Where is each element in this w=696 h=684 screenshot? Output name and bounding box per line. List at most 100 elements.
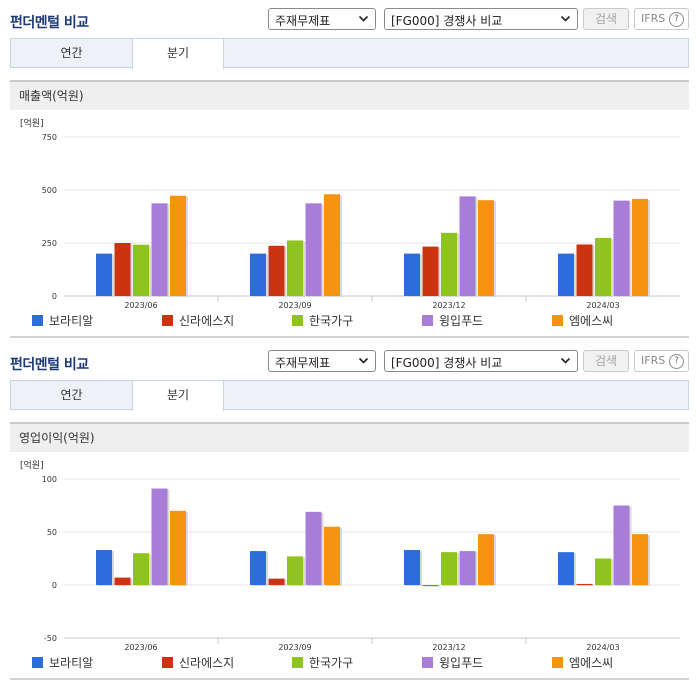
bar bbox=[133, 553, 149, 585]
y-tick-label: 0 bbox=[52, 292, 57, 301]
bar bbox=[268, 578, 285, 585]
bar bbox=[151, 203, 168, 296]
legend-swatch bbox=[422, 657, 433, 668]
statement-type-value: 주재무제표 bbox=[275, 14, 331, 28]
tab-annual[interactable]: 연간 bbox=[60, 46, 83, 60]
bar bbox=[422, 585, 439, 586]
legend-swatch bbox=[32, 657, 43, 668]
legend-swatch bbox=[32, 315, 43, 326]
bar bbox=[287, 556, 303, 585]
bar bbox=[114, 577, 131, 585]
operating-income-bar-chart: [억원] -50 0 50 100 2023/06 2023/09 2023/12 2024/0… bbox=[20, 459, 680, 670]
chevron-down-icon bbox=[358, 357, 369, 364]
tab-quarterly[interactable]: 분기 bbox=[132, 39, 224, 69]
bar bbox=[459, 551, 476, 585]
panel-title: 펀더멘털 비교 bbox=[10, 15, 89, 31]
x-tick-label: 2023/12 bbox=[432, 301, 465, 310]
y-tick-label: 500 bbox=[42, 186, 57, 195]
statement-type-select[interactable]: 주재무제표 bbox=[268, 8, 376, 30]
chart-title-bar: 매출액(억원) bbox=[10, 80, 689, 110]
bar bbox=[96, 550, 112, 585]
x-tick-label: 2023/12 bbox=[432, 643, 465, 652]
legend-swatch bbox=[552, 315, 563, 326]
legend-swatch bbox=[552, 657, 563, 668]
bar bbox=[558, 552, 574, 585]
period-tabs: 연간 분기 bbox=[10, 380, 689, 411]
bar-shadow bbox=[424, 586, 441, 587]
x-tick-label: 2023/09 bbox=[278, 643, 311, 652]
chart-title: 매출액(억원) bbox=[19, 89, 84, 103]
comparison-group-select[interactable]: [FG000] 경쟁사 비교 bbox=[384, 8, 578, 30]
bar bbox=[404, 253, 420, 296]
bar bbox=[170, 510, 186, 585]
ifrs-help-button[interactable]: IFRS ? bbox=[634, 350, 689, 372]
legend-label: 윙입푸드 bbox=[439, 656, 483, 670]
legend-swatch bbox=[162, 657, 173, 668]
bar bbox=[250, 253, 266, 296]
legend-label: 신라에스지 bbox=[179, 656, 234, 670]
statement-type-select[interactable]: 주재무제표 bbox=[268, 350, 376, 372]
y-tick-label: 0 bbox=[52, 581, 57, 590]
bar bbox=[151, 488, 168, 585]
bar bbox=[478, 200, 494, 296]
divider bbox=[10, 336, 689, 338]
bar bbox=[133, 244, 149, 296]
legend-swatch bbox=[422, 315, 433, 326]
x-tick-label: 2023/06 bbox=[124, 643, 157, 652]
bar bbox=[459, 196, 476, 296]
bar bbox=[576, 244, 593, 296]
bar bbox=[558, 253, 574, 296]
bar bbox=[305, 511, 322, 585]
legend-label: 엠에스씨 bbox=[569, 314, 613, 328]
bar bbox=[595, 237, 611, 296]
ifrs-label: IFRS bbox=[641, 12, 666, 25]
y-tick-label: 750 bbox=[42, 133, 57, 142]
bar bbox=[576, 583, 593, 585]
legend-label: 한국가구 bbox=[309, 656, 353, 670]
comparison-group-value: [FG000] 경쟁사 비교 bbox=[391, 356, 503, 370]
bar bbox=[324, 526, 340, 585]
legend-swatch bbox=[292, 657, 303, 668]
help-icon: ? bbox=[669, 12, 684, 27]
y-tick-label: -50 bbox=[44, 634, 57, 643]
bar bbox=[478, 534, 494, 585]
bar bbox=[632, 534, 648, 585]
x-tick-label: 2024/03 bbox=[586, 301, 619, 310]
bar bbox=[287, 240, 303, 296]
bar bbox=[96, 253, 112, 296]
comparison-group-value: [FG000] 경쟁사 비교 bbox=[391, 14, 503, 28]
bar bbox=[250, 551, 266, 585]
chart-title-bar: 영업이익(억원) bbox=[10, 422, 689, 452]
y-tick-label: 100 bbox=[42, 475, 57, 484]
ifrs-help-button[interactable]: IFRS ? bbox=[634, 8, 689, 30]
search-button[interactable]: 검색 bbox=[583, 350, 629, 372]
legend-swatch bbox=[162, 315, 173, 326]
comparison-group-select[interactable]: [FG000] 경쟁사 비교 bbox=[384, 350, 578, 372]
divider bbox=[10, 678, 689, 680]
legend-label: 보라티알 bbox=[49, 314, 93, 328]
chevron-down-icon bbox=[560, 357, 571, 364]
bar-shadow bbox=[578, 584, 595, 586]
tab-quarterly[interactable]: 분기 bbox=[132, 381, 224, 411]
bar bbox=[422, 246, 439, 296]
legend-label: 한국가구 bbox=[309, 314, 353, 328]
fundamental-compare-panel-revenue: 펀더멘털 비교 주재무제표 [FG000] 경쟁사 비교 검색 IFRS ? 연… bbox=[0, 0, 696, 340]
bar bbox=[268, 245, 285, 296]
bar bbox=[441, 232, 457, 296]
y-tick-label: 50 bbox=[47, 528, 57, 537]
panel-header: 펀더멘털 비교 주재무제표 [FG000] 경쟁사 비교 검색 IFRS ? bbox=[0, 342, 696, 376]
legend-label: 신라에스지 bbox=[179, 314, 234, 328]
tab-annual[interactable]: 연간 bbox=[60, 388, 83, 402]
search-button[interactable]: 검색 bbox=[583, 8, 629, 30]
bar bbox=[305, 203, 322, 296]
help-icon: ? bbox=[669, 354, 684, 369]
x-tick-label: 2023/06 bbox=[124, 301, 157, 310]
ifrs-label: IFRS bbox=[641, 354, 666, 367]
legend-label: 보라티알 bbox=[49, 656, 93, 670]
bar bbox=[114, 243, 131, 296]
chevron-down-icon bbox=[358, 15, 369, 22]
bar bbox=[404, 550, 420, 585]
panel-header: 펀더멘털 비교 주재무제표 [FG000] 경쟁사 비교 검색 IFRS ? bbox=[0, 0, 696, 34]
fundamental-compare-panel-operating-income: 펀더멘털 비교 주재무제표 [FG000] 경쟁사 비교 검색 IFRS ? 연… bbox=[0, 342, 696, 684]
bar bbox=[613, 505, 630, 585]
